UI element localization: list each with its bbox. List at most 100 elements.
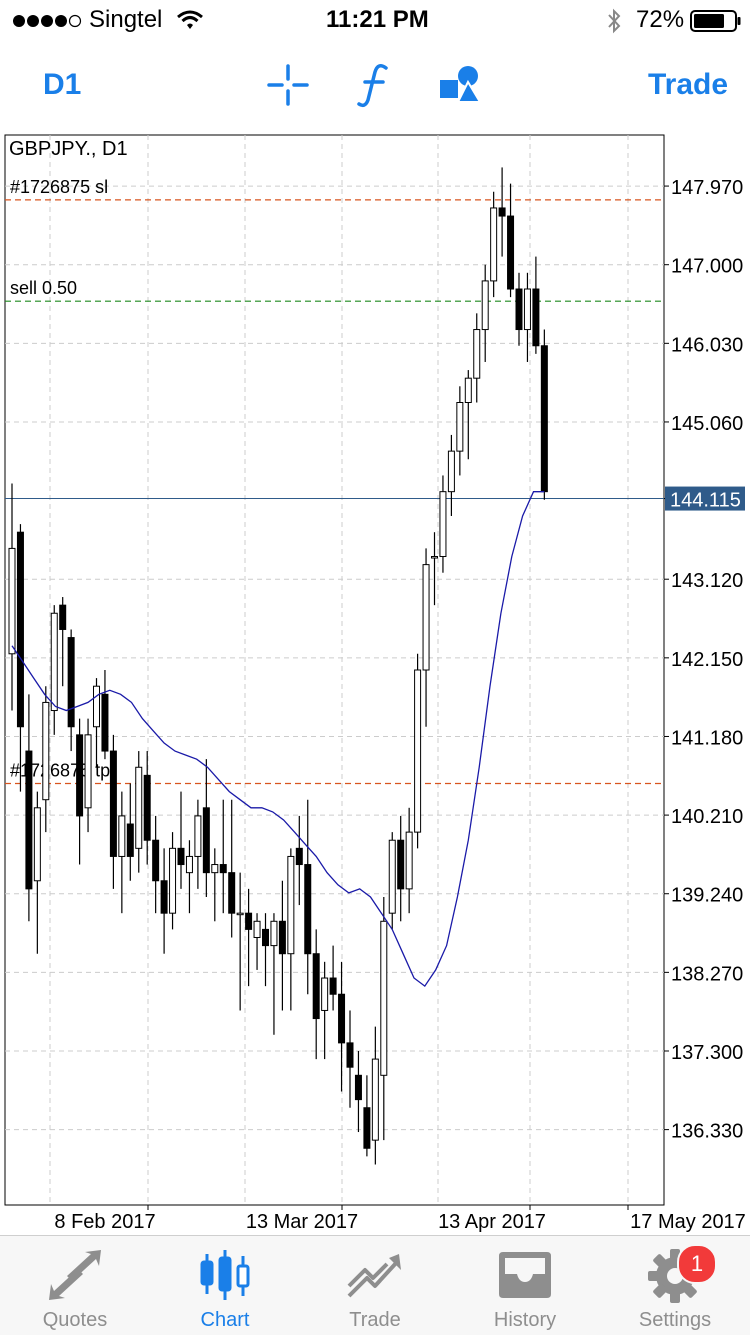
candle-bear bbox=[16, 531, 24, 728]
candle-bear bbox=[397, 839, 405, 890]
date-label: 8 Feb 2017 bbox=[54, 1211, 155, 1233]
plot-border bbox=[4, 134, 665, 1206]
candle-bull bbox=[236, 912, 244, 916]
candle-bear bbox=[278, 920, 286, 955]
candle-bull bbox=[93, 685, 100, 728]
candle-bear bbox=[507, 215, 515, 290]
objects-icon[interactable] bbox=[438, 62, 484, 106]
candle-bull bbox=[253, 920, 261, 939]
candle-bull bbox=[464, 377, 472, 404]
candle-bear bbox=[177, 847, 185, 866]
candle-bear bbox=[143, 774, 151, 841]
chart-toolbar: D1 Trade bbox=[0, 40, 750, 130]
candle-bull bbox=[169, 847, 177, 914]
candle-bull bbox=[211, 864, 219, 874]
candle-bull bbox=[473, 329, 481, 379]
candle-bull bbox=[135, 766, 143, 849]
price-label: 147.970 bbox=[671, 177, 743, 199]
chart-canvas[interactable]: #1726875 sl sell 0.50 #1726875 tp 147.970 1… bbox=[0, 130, 750, 1235]
carrier-name: Singtel bbox=[89, 6, 163, 33]
candle-bull bbox=[380, 920, 388, 1076]
tab-chart[interactable]: Chart bbox=[150, 1236, 300, 1335]
price-label: 145.060 bbox=[671, 413, 743, 435]
candle-bull bbox=[33, 807, 41, 882]
price-label: 147.000 bbox=[671, 256, 743, 278]
tab-trade[interactable]: Trade bbox=[300, 1236, 450, 1335]
timeframe-button[interactable]: D1 bbox=[43, 68, 82, 101]
candle-bull bbox=[42, 701, 50, 801]
candle-bull bbox=[431, 556, 438, 559]
price-chart[interactable]: #1726875 sl sell 0.50 #1726875 tp 147.970 1… bbox=[0, 130, 750, 1235]
candle-bull bbox=[8, 547, 16, 655]
status-bar: Singtel 11:21 PM 72% bbox=[0, 0, 750, 40]
order-label-sl: #1726875 sl bbox=[10, 177, 108, 197]
candle-bull bbox=[270, 920, 278, 947]
order-label-tp: #1726875 tp bbox=[10, 760, 110, 780]
order-label-entry: sell 0.50 bbox=[10, 278, 77, 298]
trade-trend-icon bbox=[347, 1254, 401, 1298]
candle-bear bbox=[245, 912, 253, 930]
price-label: 141.180 bbox=[671, 727, 743, 749]
candle-bull bbox=[523, 288, 531, 331]
candle-bull bbox=[194, 815, 202, 857]
tab-settings-label: Settings bbox=[638, 1309, 712, 1331]
tab-history[interactable]: History bbox=[450, 1236, 600, 1335]
inbox-tray-icon bbox=[499, 1252, 551, 1298]
candle-bear bbox=[329, 977, 337, 995]
candlestick-icon bbox=[200, 1250, 250, 1300]
symbol-label: GBPJPY., D1 bbox=[9, 138, 128, 160]
tab-trade-label: Trade bbox=[349, 1309, 401, 1331]
tab-quotes-label: Quotes bbox=[42, 1309, 108, 1331]
candle-bear bbox=[498, 207, 506, 217]
candle-bear bbox=[295, 847, 303, 866]
candle-bear bbox=[532, 288, 540, 347]
candle-bull bbox=[490, 207, 498, 282]
candle-bear bbox=[304, 864, 312, 955]
candle-bear bbox=[59, 604, 67, 630]
tab-bar: Quotes Chart Trade History bbox=[0, 1235, 750, 1335]
candle-bull bbox=[371, 1058, 379, 1141]
price-label: 143.120 bbox=[671, 570, 743, 592]
candle-bear bbox=[25, 750, 33, 890]
trade-button[interactable]: Trade bbox=[648, 68, 729, 101]
candle-bull bbox=[185, 855, 193, 874]
date-label: 13 Apr 2017 bbox=[438, 1211, 546, 1233]
candle-bull bbox=[118, 815, 126, 857]
tab-quotes[interactable]: Quotes bbox=[0, 1236, 150, 1335]
candle-bull bbox=[84, 734, 92, 809]
candle-bull bbox=[405, 831, 413, 890]
tab-settings[interactable]: 1 Settings bbox=[600, 1236, 750, 1335]
candle-bear bbox=[354, 1074, 362, 1101]
clock: 11:21 PM bbox=[326, 6, 429, 33]
candle-bear bbox=[109, 750, 117, 857]
candle-bull bbox=[422, 564, 430, 671]
tab-chart-label: Chart bbox=[200, 1309, 250, 1331]
price-label: 137.300 bbox=[671, 1042, 743, 1064]
candle-bear bbox=[312, 953, 320, 1020]
candle-bear bbox=[262, 928, 269, 947]
candle-bear bbox=[101, 693, 109, 752]
price-label: 138.270 bbox=[671, 963, 743, 985]
date-label: 13 Mar 2017 bbox=[246, 1211, 358, 1233]
battery-percent: 72% bbox=[636, 6, 685, 33]
price-label: 142.150 bbox=[671, 649, 743, 671]
candle-bull bbox=[439, 491, 447, 558]
price-label: 139.240 bbox=[671, 885, 743, 907]
candle-bear bbox=[363, 1107, 371, 1149]
candle-bear bbox=[152, 839, 160, 882]
candle-bull bbox=[447, 450, 455, 493]
candle-bear bbox=[202, 807, 210, 874]
candle-bear bbox=[126, 823, 134, 857]
current-price-box bbox=[665, 486, 745, 511]
candle-bull bbox=[481, 280, 489, 331]
crosshair-icon[interactable] bbox=[266, 63, 310, 107]
indicators-icon[interactable] bbox=[356, 62, 392, 108]
candle-bear bbox=[67, 637, 75, 728]
candle-bear bbox=[160, 880, 168, 914]
candle-bear bbox=[228, 872, 236, 914]
candle-bull bbox=[456, 402, 464, 452]
candle-bull bbox=[414, 669, 422, 833]
wifi-icon bbox=[177, 10, 203, 29]
bluetooth-icon bbox=[608, 8, 621, 34]
price-label: 146.030 bbox=[671, 334, 743, 356]
